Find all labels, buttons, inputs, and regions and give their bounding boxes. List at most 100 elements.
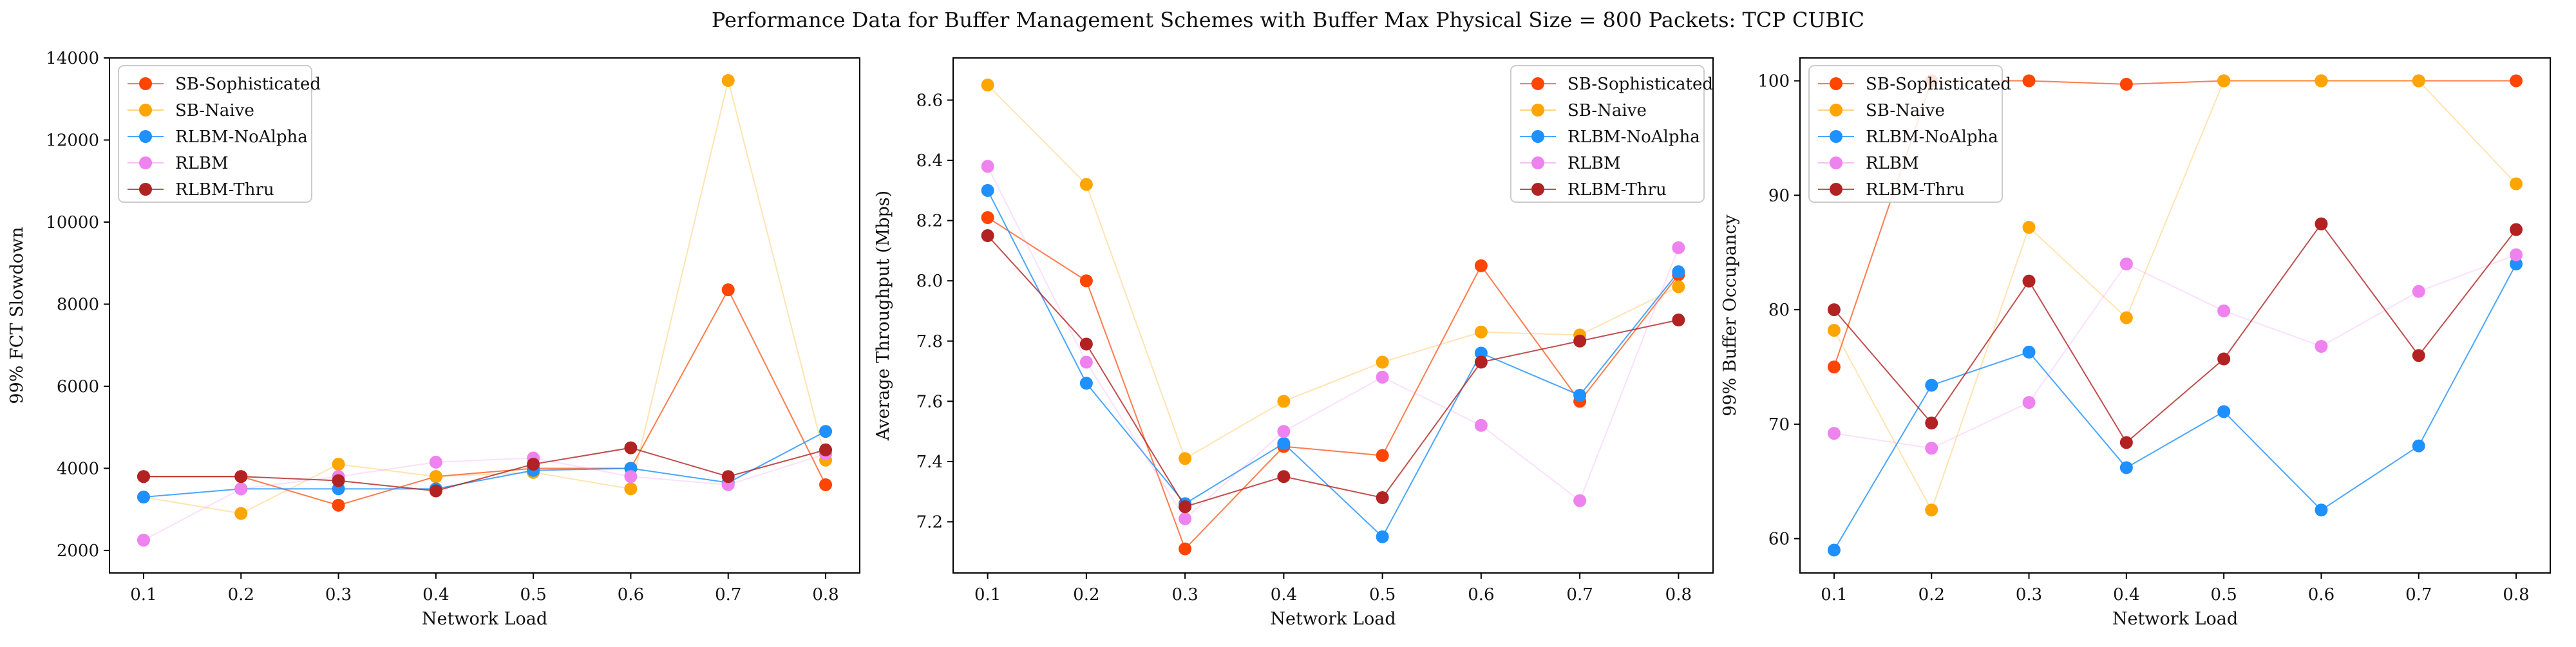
data-point — [332, 458, 345, 471]
legend-swatch-marker — [1830, 130, 1842, 143]
x-tick-label: 0.5 — [520, 585, 546, 605]
y-axis-label: Average Throughput (Mbps) — [873, 191, 893, 441]
data-point — [1474, 346, 1488, 360]
data-point — [1079, 355, 1093, 369]
data-point — [1925, 417, 1938, 430]
series-rlbm-thru — [1827, 217, 2523, 449]
legend-label: SB-Naive — [1866, 101, 1945, 120]
data-point — [2217, 74, 2231, 88]
legend-swatch-marker — [139, 130, 152, 143]
series-line — [143, 431, 826, 498]
data-point — [1474, 325, 1488, 339]
data-point — [1376, 449, 1389, 462]
series-line — [987, 217, 1680, 550]
series-rlbm-thru — [981, 229, 1685, 514]
y-tick-label: 8.0 — [916, 272, 943, 291]
data-point — [2510, 74, 2523, 88]
series-sb-naive — [1827, 74, 2523, 517]
y-tick-label: 8000 — [57, 295, 99, 314]
data-point — [2412, 285, 2425, 298]
legend-box — [1808, 65, 2003, 203]
series-line — [143, 447, 826, 492]
x-tick-label: 0.4 — [2113, 585, 2139, 605]
y-tick-label: 7.2 — [916, 512, 943, 532]
data-point — [721, 74, 735, 88]
chart-panel-3: 0.1 0.2 0.3 0.4 0.5 0.6 0.7 0.8 60 70 80 90 100 Netwo… — [1720, 57, 2551, 629]
data-point — [1672, 265, 1685, 279]
series-rlbm — [1827, 248, 2523, 455]
data-point — [1376, 370, 1389, 384]
legend-label: RLBM-Thru — [1567, 180, 1667, 200]
series-line — [987, 190, 1680, 538]
legend-label: RLBM — [175, 154, 229, 173]
x-tick-label: 0.6 — [1468, 585, 1494, 605]
legend-swatch-marker — [1531, 104, 1544, 117]
series-line — [143, 80, 827, 514]
legend-swatch-marker — [139, 156, 152, 169]
data-point — [137, 491, 150, 504]
x-tick-label: 0.2 — [1073, 585, 1099, 605]
legend-label: RLBM-Thru — [1866, 180, 1965, 200]
x-tick-label: 0.3 — [325, 585, 352, 605]
data-point — [332, 498, 345, 512]
data-point — [1474, 418, 1488, 432]
y-tick-label: 6000 — [57, 377, 99, 397]
figure-title: Performance Data for Buffer Management S… — [712, 8, 1864, 32]
series-line — [143, 288, 826, 506]
data-point — [2510, 177, 2523, 191]
x-axis-label: Network Load — [422, 609, 547, 629]
legend-label: RLBM — [1567, 154, 1621, 173]
data-point — [2510, 223, 2523, 236]
legend-swatch-marker — [139, 104, 152, 117]
x-tick-label: 0.3 — [2016, 585, 2042, 605]
legend-label: RLBM-Thru — [175, 180, 274, 200]
x-tick-label: 0.5 — [1369, 585, 1396, 605]
data-point — [721, 470, 735, 483]
legend-label: SB-Naive — [175, 101, 254, 120]
data-point — [2315, 74, 2328, 88]
data-point — [527, 458, 540, 471]
series-line — [1833, 80, 2517, 512]
data-point — [1474, 355, 1488, 369]
data-point — [2119, 258, 2133, 270]
data-point — [2412, 439, 2425, 453]
series-line — [1833, 223, 2517, 444]
x-tick-label: 0.7 — [2405, 585, 2432, 605]
y-tick-label: 14000 — [46, 49, 99, 68]
x-tick-label: 0.2 — [1918, 585, 1945, 605]
y-tick-label: 60 — [1768, 530, 1790, 549]
legend-label: RLBM-NoAlpha — [1866, 127, 1998, 147]
data-point — [981, 229, 994, 243]
data-point — [2217, 352, 2231, 366]
data-point — [1079, 178, 1093, 191]
data-point — [1925, 379, 1938, 392]
series-rlbm-noalpha — [981, 183, 1685, 543]
x-tick-label: 0.4 — [422, 585, 449, 605]
data-point — [234, 470, 248, 483]
axes-frame — [109, 57, 860, 574]
data-point — [819, 425, 833, 438]
data-point — [624, 441, 638, 455]
data-point — [2022, 345, 2036, 359]
data-point — [819, 443, 833, 456]
legend-swatch-marker — [1531, 183, 1544, 196]
data-point — [1277, 425, 1291, 438]
y-tick-label: 8.4 — [916, 151, 943, 171]
series-line — [143, 453, 826, 541]
legend: SB-Sophisticated SB-Naive RLBM-NoAlpha RLBM… — [1510, 65, 1713, 203]
data-point — [1376, 355, 1389, 369]
legend-swatch-marker — [139, 183, 152, 196]
y-tick-label: 10000 — [46, 213, 99, 232]
series-line — [1833, 263, 2517, 550]
data-point — [2315, 503, 2328, 517]
data-point — [2119, 436, 2133, 449]
x-tick-label: 0.8 — [2503, 585, 2529, 605]
axes-frame — [1799, 57, 2551, 574]
data-point — [2315, 340, 2328, 353]
y-tick-label: 4000 — [57, 459, 99, 478]
data-point — [2315, 217, 2328, 230]
legend-swatch-marker — [1531, 156, 1544, 169]
data-point — [1573, 334, 1587, 348]
y-tick-label: 70 — [1768, 415, 1790, 435]
